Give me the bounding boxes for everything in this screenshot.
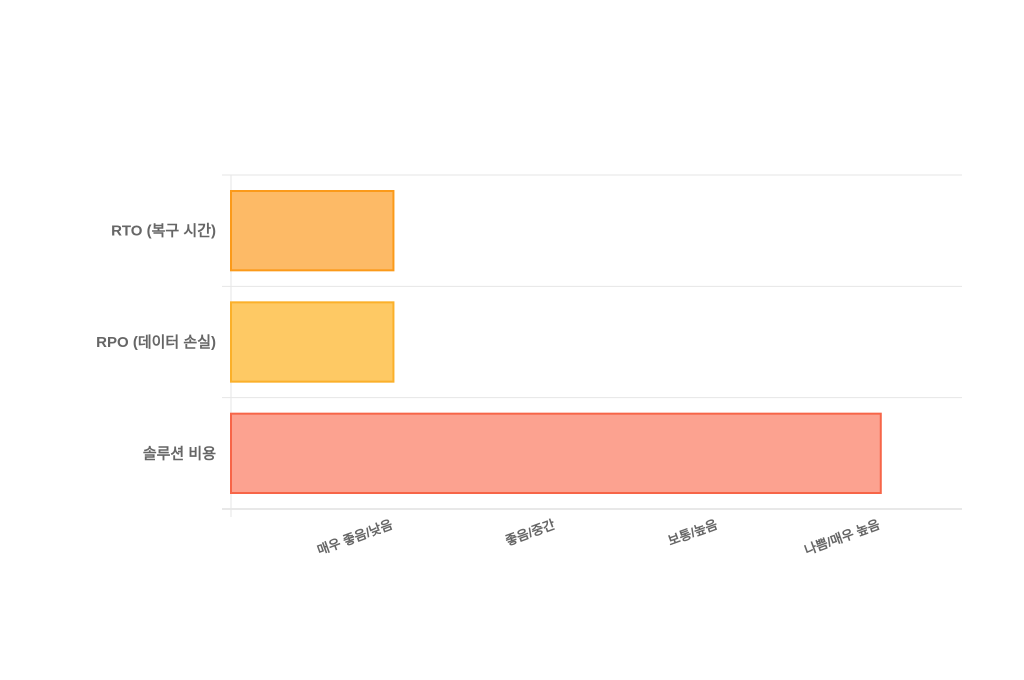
x-tick-label: 나쁨/매우 높음 <box>802 517 881 558</box>
y-tick-label: 솔루션 비용 <box>143 445 216 462</box>
x-tick-label: 보통/높음 <box>666 517 720 549</box>
bar-0 <box>230 190 395 272</box>
y-tick-label: RTO (복구 시간) <box>111 223 216 240</box>
bar-1 <box>230 301 395 383</box>
y-tick-label: RPO (데이터 손실) <box>96 334 216 351</box>
x-tick-label: 좋음/중간 <box>503 517 557 549</box>
x-tick-label: 매우 좋음/낮음 <box>315 517 394 558</box>
bar-2 <box>230 412 882 494</box>
